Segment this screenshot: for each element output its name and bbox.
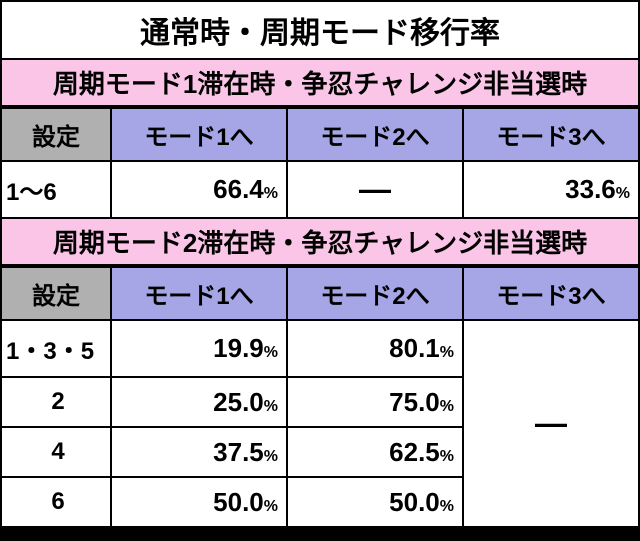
percent-label: %: [440, 498, 454, 515]
percent-label: %: [440, 448, 454, 465]
dash-cell: —: [287, 161, 463, 218]
value-number: 50.0: [213, 487, 264, 517]
percent-label: %: [616, 185, 630, 202]
value-number: 33.6: [565, 174, 616, 204]
value-number: 50.0: [389, 487, 440, 517]
value-number: 19.9: [213, 333, 264, 363]
settei-cell: 2: [1, 377, 111, 427]
header-mode3: モード3へ: [463, 267, 639, 320]
header-mode3: モード3へ: [463, 108, 639, 161]
percent-label: %: [264, 344, 278, 361]
percent-label: %: [264, 398, 278, 415]
value-number: 80.1: [389, 333, 440, 363]
value-cell: 62.5%: [287, 427, 463, 477]
value-cell: 50.0%: [287, 477, 463, 527]
header-settei: 設定: [1, 108, 111, 161]
value-number: 37.5: [213, 437, 264, 467]
settei-cell: 4: [1, 427, 111, 477]
section1-header-row: 設定 モード1へ モード2へ モード3へ: [1, 108, 639, 161]
value-number: 66.4: [213, 174, 264, 204]
value-number: 75.0: [389, 387, 440, 417]
value-cell: 80.1%: [287, 320, 463, 377]
mode-transition-table: 通常時・周期モード移行率 周期モード1滞在時・争忍チャレンジ非当選時 設定 モー…: [0, 0, 640, 528]
table-row: 1〜6 66.4% — 33.6%: [1, 161, 639, 218]
value-cell: 33.6%: [463, 161, 639, 218]
header-mode1: モード1へ: [111, 267, 287, 320]
value-number: 62.5: [389, 437, 440, 467]
settei-cell: 1〜6: [1, 161, 111, 218]
value-cell: 66.4%: [111, 161, 287, 218]
percent-label: %: [264, 498, 278, 515]
percent-label: %: [264, 185, 278, 202]
value-number: 25.0: [213, 387, 264, 417]
section1-table: 設定 モード1へ モード2へ モード3へ 1〜6 66.4% — 33.6%: [0, 107, 640, 219]
settei-cell: 1・3・5: [1, 320, 111, 377]
dash-cell: —: [463, 320, 639, 527]
header-settei: 設定: [1, 267, 111, 320]
value-cell: 25.0%: [111, 377, 287, 427]
section2-subheader: 周期モード2滞在時・争忍チャレンジ非当選時: [0, 219, 640, 266]
header-mode2: モード2へ: [287, 267, 463, 320]
header-mode2: モード2へ: [287, 108, 463, 161]
value-cell: 37.5%: [111, 427, 287, 477]
percent-label: %: [264, 448, 278, 465]
table-title: 通常時・周期モード移行率: [0, 0, 640, 60]
value-cell: 19.9%: [111, 320, 287, 377]
percent-label: %: [440, 398, 454, 415]
table-row: 1・3・5 19.9% 80.1% —: [1, 320, 639, 377]
settei-cell: 6: [1, 477, 111, 527]
section1-subheader: 周期モード1滞在時・争忍チャレンジ非当選時: [0, 60, 640, 107]
section2-table: 設定 モード1へ モード2へ モード3へ 1・3・5 19.9% 80.1% —…: [0, 266, 640, 528]
value-cell: 50.0%: [111, 477, 287, 527]
header-mode1: モード1へ: [111, 108, 287, 161]
percent-label: %: [440, 344, 454, 361]
section2-header-row: 設定 モード1へ モード2へ モード3へ: [1, 267, 639, 320]
value-cell: 75.0%: [287, 377, 463, 427]
